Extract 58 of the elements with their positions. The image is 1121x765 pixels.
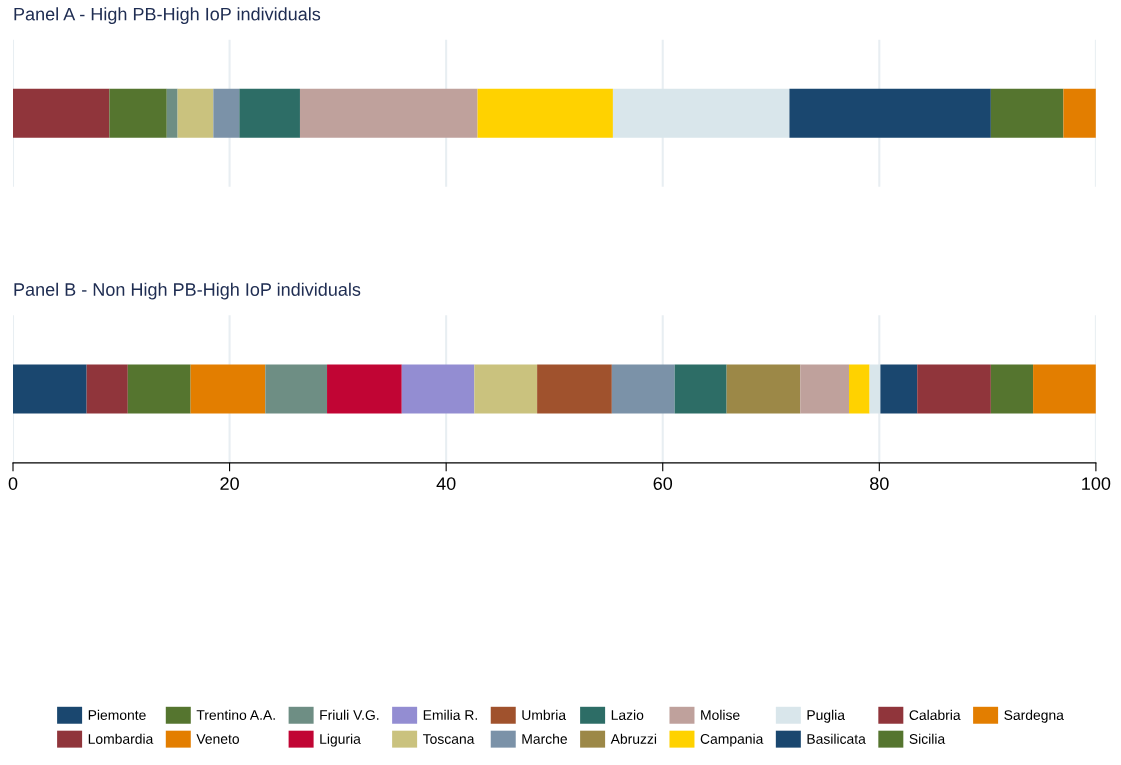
x-tick-label: 60 — [653, 477, 673, 490]
legend-label: Marche — [522, 733, 567, 744]
legend-label: Lazio — [611, 709, 644, 720]
legend-label: Emilia R. — [423, 709, 477, 720]
bar — [1033, 364, 1096, 414]
legend-label: Campania — [700, 733, 764, 747]
bar — [327, 364, 402, 414]
bar — [401, 364, 475, 414]
bar — [611, 364, 675, 414]
legend-label: Toscana — [422, 734, 475, 744]
bar — [674, 364, 727, 414]
bar — [177, 88, 214, 138]
bar — [213, 88, 240, 138]
legend-label: Puglia — [807, 709, 845, 723]
bar — [800, 364, 849, 414]
chart-title: Panel B - Non High PB-High IoP individuals — [14, 282, 361, 300]
bar — [537, 364, 612, 414]
bar — [474, 364, 538, 414]
bar — [848, 364, 870, 414]
legend-label: Umbria — [522, 709, 567, 720]
legend-label: Lombardia — [88, 733, 154, 744]
x-tick-label: 20 — [220, 477, 239, 490]
bar — [13, 88, 110, 138]
x-tick-label: 100 — [1082, 477, 1111, 490]
bar — [477, 88, 613, 138]
bar — [612, 88, 790, 138]
legend-label: Friuli V.G. — [320, 709, 379, 720]
legend-label: Piemonte — [88, 709, 146, 720]
legend-label: Abruzzi — [610, 733, 657, 744]
legend-label: Basilicata — [807, 733, 866, 744]
bar — [789, 88, 991, 138]
bar — [880, 364, 918, 414]
bar — [239, 88, 300, 138]
bar — [127, 364, 191, 414]
bar — [726, 364, 801, 414]
bar — [265, 364, 328, 414]
bar — [109, 88, 167, 138]
bar — [166, 88, 178, 138]
bar — [917, 364, 991, 414]
legend-label: Trentino A.A. — [196, 709, 275, 720]
legend-label: Calabria — [909, 709, 961, 720]
legend-label: Veneto — [196, 734, 240, 744]
bar — [869, 364, 881, 414]
legend-label: Molise — [701, 709, 740, 720]
bar — [1063, 88, 1096, 138]
chart-title: Panel A - High PB-High IoP individuals — [14, 7, 321, 25]
bar — [990, 364, 1034, 414]
bar — [299, 88, 478, 138]
bar — [13, 364, 87, 414]
x-tick-label: 80 — [870, 477, 889, 490]
legend-label: Liguria — [320, 733, 361, 747]
bar — [190, 364, 266, 414]
bar — [86, 364, 128, 414]
legend-label: Sardegna — [1004, 709, 1064, 723]
x-tick-label: 40 — [436, 477, 456, 490]
x-tick-label: 0 — [8, 477, 18, 490]
bar — [990, 88, 1064, 138]
legend-label: Sicilia — [909, 733, 946, 744]
